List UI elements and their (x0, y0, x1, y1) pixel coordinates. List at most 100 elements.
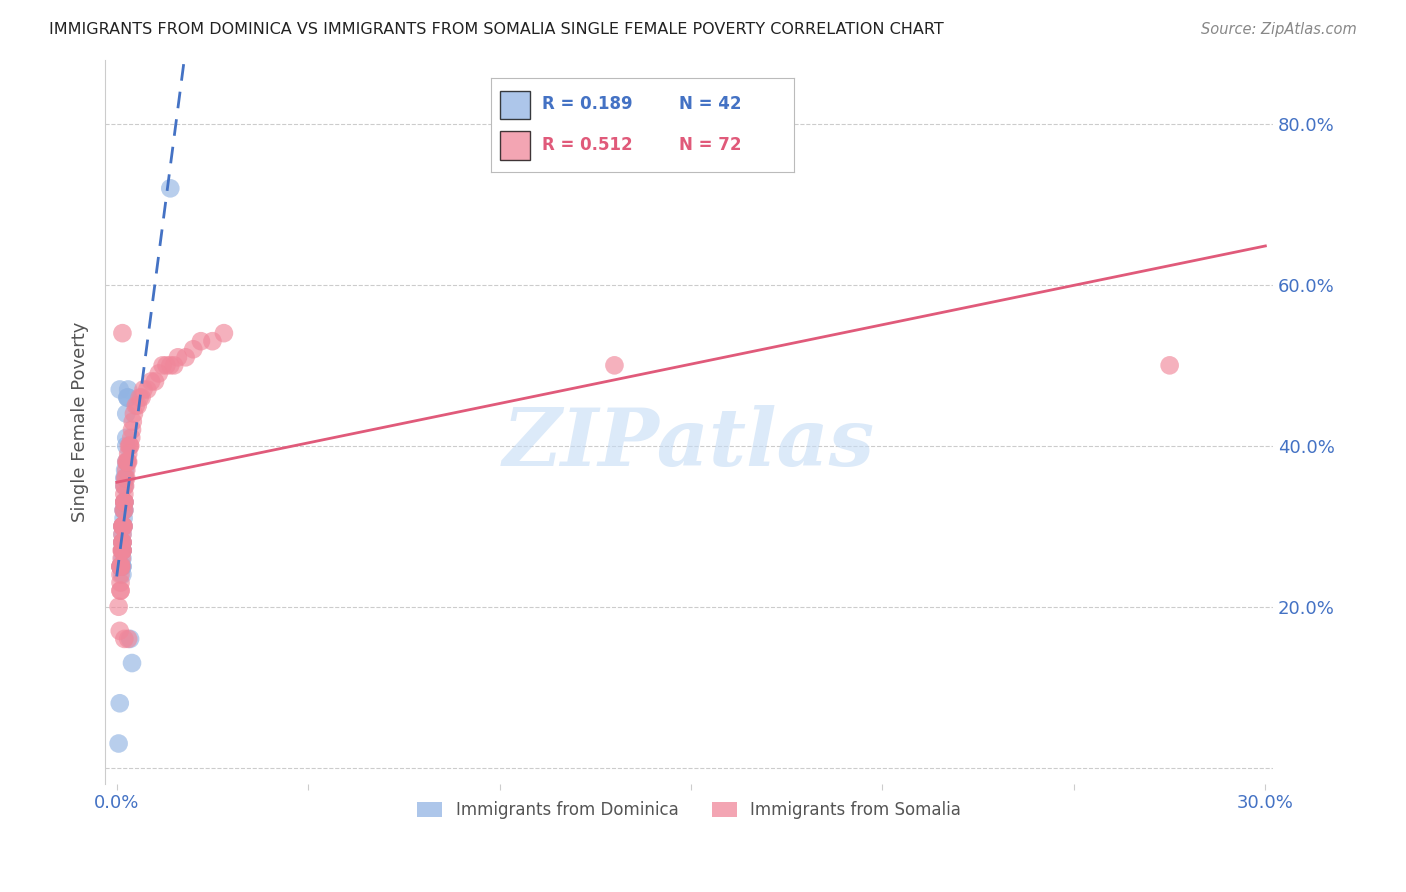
Point (131, 391, 153, 405)
Point (108, 383, 131, 397)
Point (110, 559, 132, 574)
Point (111, 535, 134, 549)
Point (111, 519, 134, 533)
Point (108, 624, 131, 638)
Point (114, 463, 136, 477)
Point (112, 479, 135, 493)
Point (212, 326, 235, 340)
Point (112, 495, 135, 509)
Point (174, 351, 197, 365)
Point (115, 407, 138, 421)
Point (110, 559, 132, 574)
Point (167, 351, 190, 365)
Point (110, 567, 132, 582)
Point (111, 559, 134, 574)
Point (112, 519, 135, 533)
Point (120, 439, 142, 453)
Point (114, 471, 136, 485)
Point (120, 431, 142, 445)
Point (1159, 359, 1181, 373)
Legend: Immigrants from Dominica, Immigrants from Somalia: Immigrants from Dominica, Immigrants fro… (411, 795, 967, 826)
Point (110, 583, 132, 598)
Point (143, 375, 166, 389)
Point (110, 559, 132, 574)
Point (111, 543, 134, 558)
Point (117, 383, 139, 397)
Point (111, 519, 134, 533)
Point (132, 383, 155, 397)
Point (141, 375, 163, 389)
Point (114, 479, 136, 493)
Point (110, 559, 132, 574)
Point (111, 535, 134, 549)
Point (117, 391, 139, 405)
Point (136, 383, 159, 397)
Point (112, 503, 135, 517)
Point (110, 559, 132, 574)
Point (112, 519, 135, 533)
Point (111, 543, 134, 558)
Point (112, 471, 135, 485)
Point (112, 495, 135, 509)
Point (125, 399, 148, 413)
Point (120, 632, 142, 646)
Point (201, 334, 224, 349)
Point (111, 543, 134, 558)
Point (127, 399, 149, 413)
Point (117, 455, 139, 469)
Point (112, 479, 135, 493)
Point (112, 511, 135, 525)
Point (107, 737, 129, 751)
Point (128, 391, 150, 405)
Point (112, 495, 135, 509)
Point (112, 495, 135, 509)
Point (112, 632, 135, 646)
Point (112, 503, 135, 517)
Point (111, 527, 134, 541)
Point (111, 535, 134, 549)
Point (117, 632, 139, 646)
Point (111, 551, 134, 566)
Point (112, 487, 135, 501)
Point (111, 326, 134, 340)
Y-axis label: Single Female Poverty: Single Female Poverty (72, 321, 89, 522)
Point (159, 181, 181, 195)
Point (115, 455, 138, 469)
Point (114, 471, 136, 485)
Point (115, 431, 138, 445)
Text: ZIPatlas: ZIPatlas (503, 405, 875, 483)
Point (110, 583, 132, 598)
Point (115, 463, 138, 477)
Point (110, 559, 132, 574)
Point (110, 575, 132, 590)
Point (118, 439, 141, 453)
Point (181, 343, 204, 357)
Point (111, 567, 134, 582)
Point (112, 495, 135, 509)
Point (107, 599, 129, 614)
Point (117, 455, 139, 469)
Point (112, 519, 135, 533)
Point (111, 559, 134, 574)
Point (111, 535, 134, 549)
Point (117, 391, 139, 405)
Point (111, 527, 134, 541)
Point (110, 559, 132, 574)
Point (111, 543, 134, 558)
Point (190, 334, 212, 349)
Point (110, 559, 132, 574)
Point (117, 455, 139, 469)
Point (155, 359, 177, 373)
Point (122, 407, 145, 421)
Point (112, 503, 135, 517)
Point (112, 503, 135, 517)
Point (111, 543, 134, 558)
Point (148, 367, 170, 381)
Text: IMMIGRANTS FROM DOMINICA VS IMMIGRANTS FROM SOMALIA SINGLE FEMALE POVERTY CORREL: IMMIGRANTS FROM DOMINICA VS IMMIGRANTS F… (49, 22, 943, 37)
Point (115, 471, 138, 485)
Text: Source: ZipAtlas.com: Source: ZipAtlas.com (1201, 22, 1357, 37)
Point (111, 519, 134, 533)
Point (111, 535, 134, 549)
Point (152, 359, 174, 373)
Point (115, 439, 138, 453)
